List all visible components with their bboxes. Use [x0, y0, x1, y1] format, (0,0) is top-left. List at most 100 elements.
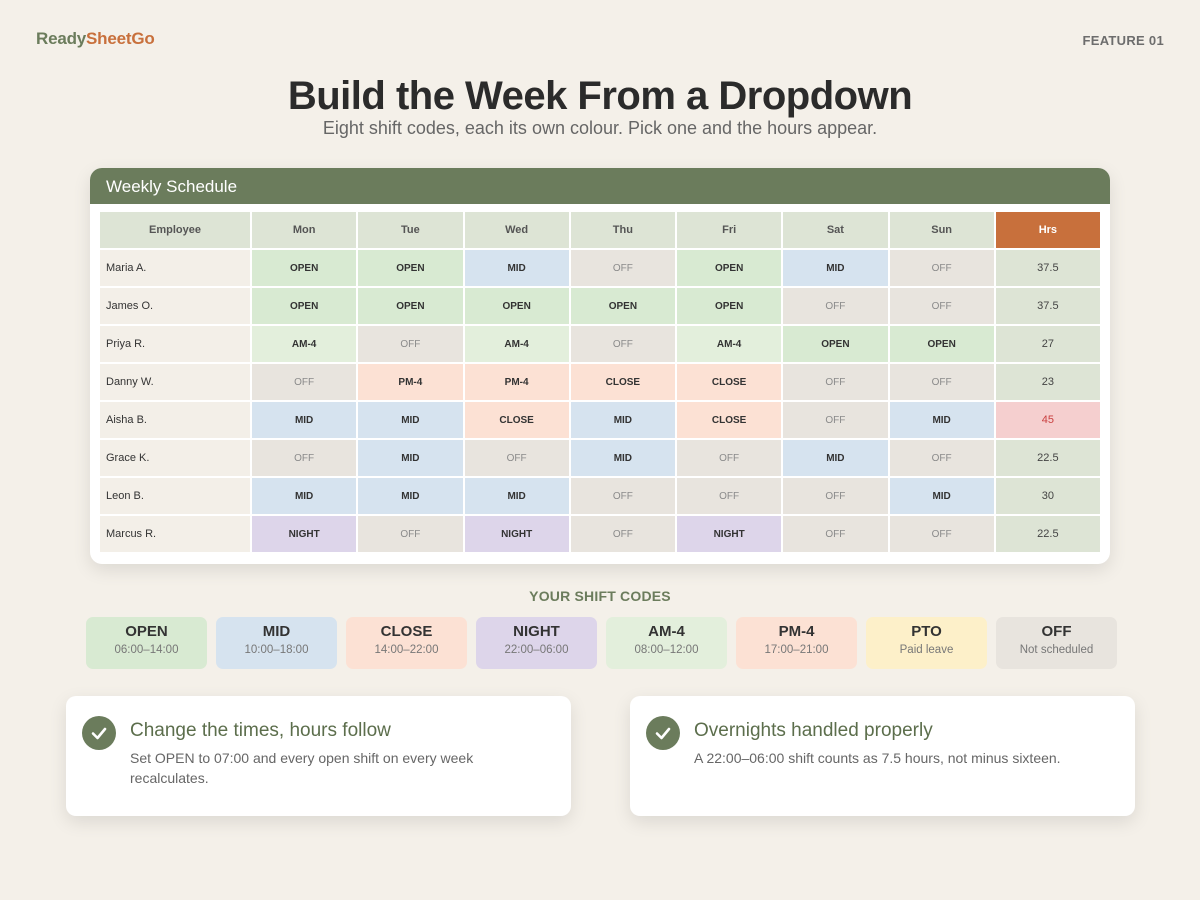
shift-code-name: AM-4 [648, 623, 685, 640]
brand-part-1: Ready [36, 29, 87, 48]
shift-code-name: CLOSE [380, 623, 433, 640]
shift-dropdown[interactable]: OFF [252, 364, 357, 400]
shift-dropdown[interactable]: OFF [783, 478, 888, 514]
shift-code-name: PM-4 [778, 623, 815, 640]
shift-dropdown[interactable]: MID [358, 440, 463, 476]
schedule-card: Weekly Schedule Employee Mon Tue Wed Thu Fri S… [90, 168, 1110, 564]
shift-dropdown[interactable]: OFF [889, 364, 994, 400]
column-header-tue: Tue [358, 212, 463, 248]
shift-dropdown[interactable]: OPEN [252, 250, 357, 286]
schedule-table: Employee Mon Tue Wed Thu Fri Sat Sun Hrs Maria A.… [100, 212, 1100, 552]
shift-code-pto: PTO Paid leave [866, 617, 987, 669]
shift-code-time: 17:00–21:00 [764, 644, 829, 656]
shift-dropdown[interactable]: OFF [570, 516, 675, 552]
shift-dropdown[interactable]: MID [464, 478, 569, 514]
shift-dropdown[interactable]: OFF [570, 478, 675, 514]
shift-dropdown[interactable]: OFF [464, 440, 569, 476]
shift-dropdown[interactable]: MID [358, 478, 463, 514]
shift-code-am-4: AM-4 08:00–12:00 [606, 617, 727, 669]
note-title: Change the times, hours follow [130, 720, 391, 741]
shift-dropdown[interactable]: OPEN [570, 288, 675, 324]
shift-dropdown[interactable]: CLOSE [570, 364, 675, 400]
shift-dropdown[interactable]: MID [570, 440, 675, 476]
shift-dropdown[interactable]: OPEN [677, 250, 782, 286]
column-header-wed: Wed [464, 212, 569, 248]
shift-dropdown[interactable]: OPEN [358, 250, 463, 286]
shift-dropdown[interactable]: MID [783, 440, 888, 476]
shift-dropdown[interactable]: AM-4 [464, 326, 569, 362]
shift-code-time: 08:00–12:00 [634, 644, 699, 656]
shift-dropdown[interactable]: MID [889, 402, 994, 438]
employee-name: Marcus R. [100, 516, 250, 552]
shift-code-mid: MID 10:00–18:00 [216, 617, 337, 669]
shift-dropdown[interactable]: OFF [677, 440, 782, 476]
note-body: A 22:00–06:00 shift counts as 7.5 hours,… [694, 750, 1061, 766]
page-subtitle: Eight shift codes, each its own colour. … [322, 118, 878, 138]
shift-dropdown[interactable]: OPEN [783, 326, 888, 362]
shift-dropdown[interactable]: AM-4 [252, 326, 357, 362]
shift-code-open: OPEN 06:00–14:00 [86, 617, 207, 669]
shift-dropdown[interactable]: CLOSE [464, 402, 569, 438]
employee-name: Leon B. [100, 478, 250, 514]
column-header-hrs: Hrs [995, 212, 1100, 248]
shift-code-pm-4: PM-4 17:00–21:00 [736, 617, 857, 669]
employee-name: Priya R. [100, 326, 250, 362]
shift-code-night: NIGHT 22:00–06:00 [476, 617, 597, 669]
hours-total: 22.5 [995, 440, 1100, 476]
shift-dropdown[interactable]: OFF [889, 288, 994, 324]
shift-codes-title: YOUR SHIFT CODES [529, 588, 671, 604]
shift-dropdown[interactable]: NIGHT [677, 516, 782, 552]
shift-dropdown[interactable]: MID [464, 250, 569, 286]
shift-dropdown[interactable]: OFF [252, 440, 357, 476]
hours-total: 23 [995, 364, 1100, 400]
shift-dropdown[interactable]: CLOSE [677, 402, 782, 438]
shift-dropdown[interactable]: PM-4 [464, 364, 569, 400]
column-header-thu: Thu [570, 212, 675, 248]
shift-dropdown[interactable]: OFF [783, 364, 888, 400]
hours-total: 22.5 [995, 516, 1100, 552]
column-header-mon: Mon [252, 212, 357, 248]
shift-dropdown[interactable]: MID [783, 250, 888, 286]
shift-dropdown[interactable]: PM-4 [358, 364, 463, 400]
shift-dropdown[interactable]: OFF [358, 516, 463, 552]
shift-code-close: CLOSE 14:00–22:00 [346, 617, 467, 669]
shift-dropdown[interactable]: OFF [889, 440, 994, 476]
shift-dropdown[interactable]: OFF [889, 250, 994, 286]
shift-dropdown[interactable]: OFF [783, 516, 888, 552]
shift-dropdown[interactable]: OFF [889, 516, 994, 552]
shift-code-name: OPEN [125, 623, 168, 640]
shift-dropdown[interactable]: OFF [783, 402, 888, 438]
shift-code-name: NIGHT [513, 623, 560, 640]
shift-dropdown[interactable]: OPEN [252, 288, 357, 324]
shift-dropdown[interactable]: OPEN [464, 288, 569, 324]
shift-dropdown[interactable]: MID [252, 402, 357, 438]
shift-code-time: Not scheduled [1019, 644, 1094, 656]
feature-note-times: Change the times, hours follow Set OPEN … [66, 696, 571, 816]
shift-code-off: OFF Not scheduled [996, 617, 1117, 669]
shift-dropdown[interactable]: OPEN [677, 288, 782, 324]
hours-total: 30 [995, 478, 1100, 514]
shift-dropdown[interactable]: MID [358, 402, 463, 438]
shift-dropdown[interactable]: OFF [358, 326, 463, 362]
shift-dropdown[interactable]: OFF [783, 288, 888, 324]
shift-dropdown[interactable]: OFF [677, 478, 782, 514]
brand-part-2: SheetGo [86, 29, 155, 48]
shift-codes-legend: OPEN 06:00–14:00 MID 10:00–18:00 CLOSE 14:00–… [86, 617, 1117, 669]
shift-dropdown[interactable]: OPEN [889, 326, 994, 362]
hours-total: 27 [995, 326, 1100, 362]
shift-dropdown[interactable]: CLOSE [677, 364, 782, 400]
shift-dropdown[interactable]: NIGHT [252, 516, 357, 552]
shift-code-time: 22:00–06:00 [504, 644, 569, 656]
shift-dropdown[interactable]: AM-4 [677, 326, 782, 362]
feature-note-overnights: Overnights handled properly A 22:00–06:0… [630, 696, 1135, 816]
column-header-sun: Sun [889, 212, 994, 248]
shift-dropdown[interactable]: MID [889, 478, 994, 514]
shift-dropdown[interactable]: NIGHT [464, 516, 569, 552]
shift-dropdown[interactable]: OFF [570, 326, 675, 362]
shift-dropdown[interactable]: MID [252, 478, 357, 514]
shift-dropdown[interactable]: OPEN [358, 288, 463, 324]
shift-dropdown[interactable]: MID [570, 402, 675, 438]
brand-logo: ReadySheetGo [36, 29, 155, 49]
shift-dropdown[interactable]: OFF [570, 250, 675, 286]
column-header-employee: Employee [100, 212, 250, 248]
